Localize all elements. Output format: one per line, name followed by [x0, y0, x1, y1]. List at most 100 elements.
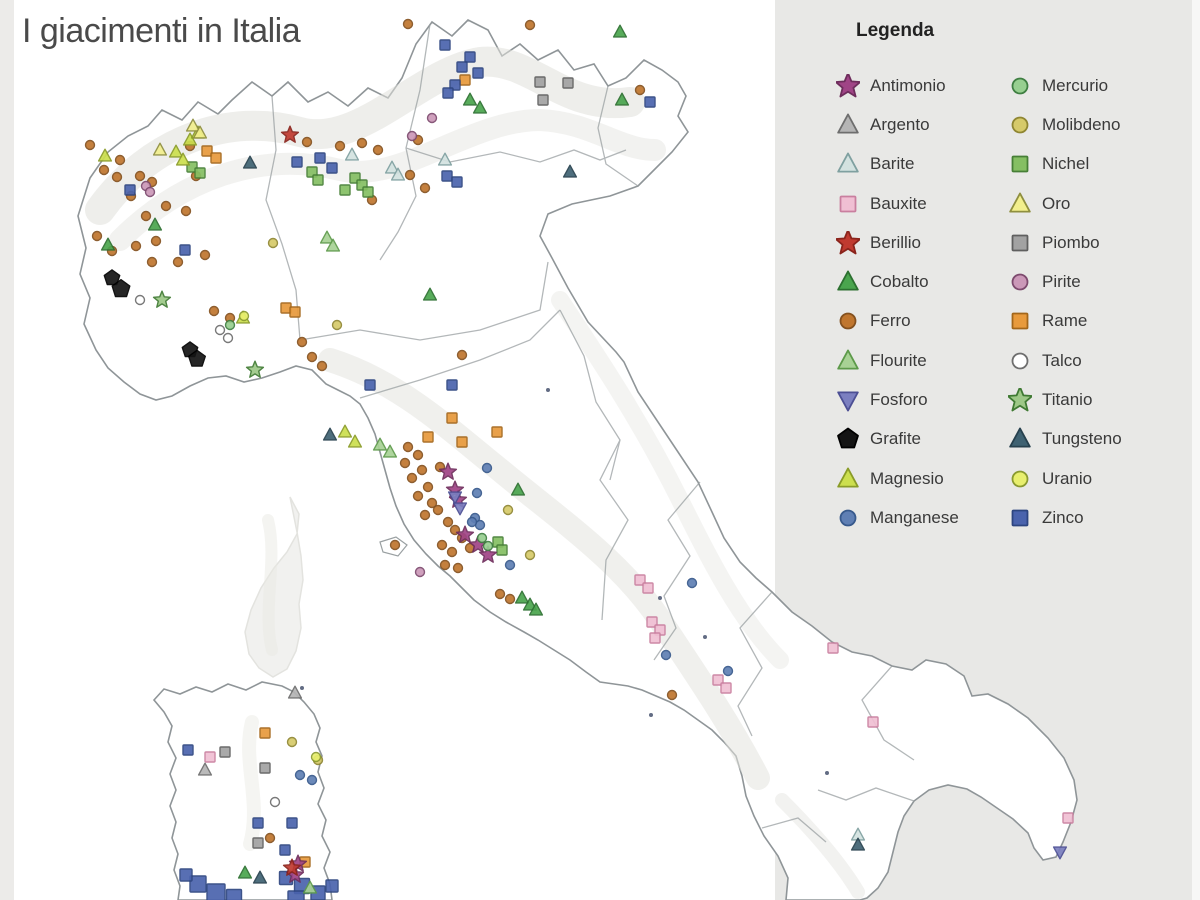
marker-fosforo	[447, 491, 463, 505]
marker-uranio	[310, 751, 322, 763]
marker-cobalto	[514, 590, 530, 604]
marker-zinco	[464, 51, 476, 63]
marker-zinco	[451, 176, 463, 188]
cobalto-marker-icon	[837, 270, 859, 291]
tungsteno-marker-icon	[1009, 427, 1031, 448]
flourite-marker-icon	[837, 349, 859, 370]
marker-berillio	[282, 858, 302, 876]
marker-nichel	[194, 167, 206, 179]
marker-molibdeno	[331, 319, 343, 331]
marker-magnesio	[168, 144, 184, 158]
marker-manganese	[722, 665, 734, 677]
marker-ferro	[130, 240, 142, 252]
marker-zinco	[472, 67, 484, 79]
marker-ferro	[389, 539, 401, 551]
marker-ferro	[91, 230, 103, 242]
legend-label: Zinco	[1042, 507, 1084, 527]
legend-label: Piombo	[1042, 232, 1100, 252]
antimonio-marker-icon	[836, 73, 860, 98]
marker-antimonio	[478, 545, 498, 563]
legend-label: Talco	[1042, 350, 1082, 370]
marker-ferro	[306, 351, 318, 363]
marker-berillio	[280, 125, 300, 143]
marker-ferro	[114, 154, 126, 166]
marker-argento	[197, 762, 213, 776]
legend-label: Mercurio	[1042, 75, 1109, 95]
legend-label: Flourite	[870, 350, 927, 370]
marker-antimonio	[438, 462, 458, 480]
legend-item-antimonio: Antimonio	[836, 66, 1008, 105]
marker-tungsteno	[242, 155, 258, 169]
marker-cobalto	[100, 237, 116, 251]
legend: Legenda Antimonio Argento Barite Bauxite Ber…	[836, 14, 1180, 538]
uranio-marker-icon	[1011, 470, 1029, 488]
marker-fosforo	[452, 502, 468, 516]
page-left-margin	[0, 0, 14, 900]
marker-tungsteno	[252, 870, 268, 884]
marker-mercurio	[482, 540, 494, 552]
marker-zinco	[179, 244, 191, 256]
marker-piombo	[252, 837, 264, 849]
marker-ferro	[456, 349, 468, 361]
marker-molibdeno	[267, 237, 279, 249]
marker-flourite	[372, 437, 388, 451]
marker-rame	[422, 431, 434, 443]
legend-label: Bauxite	[870, 193, 927, 213]
marker-piombo	[562, 77, 574, 89]
marker-zinco	[456, 61, 468, 73]
marker-antimonio	[455, 525, 475, 543]
marker-ferro	[296, 336, 308, 348]
marker-ferro	[446, 546, 458, 558]
oro-marker-icon	[1009, 192, 1031, 213]
marker-titanio	[152, 290, 172, 308]
marker-bauxite	[827, 642, 839, 654]
legend-item-magnesio: Magnesio	[836, 459, 1008, 498]
marker-ferro	[439, 559, 451, 571]
legend-item-cobalto: Cobalto	[836, 262, 1008, 301]
legend-grid: Antimonio Argento Barite Bauxite Berillio Cob…	[836, 66, 1180, 538]
marker-pirite	[426, 112, 438, 124]
marker-ferro	[98, 164, 110, 176]
legend-item-rame: Rame	[1008, 302, 1180, 341]
marker-bauxite	[204, 751, 216, 763]
marker-ferro	[111, 171, 123, 183]
legend-item-pirite: Pirite	[1008, 262, 1180, 301]
marker-ferro	[150, 235, 162, 247]
mercurio-marker-icon	[1011, 77, 1029, 95]
legend-item-flourite: Flourite	[836, 341, 1008, 380]
marker-rame	[201, 145, 213, 157]
marker-zinco	[442, 87, 454, 99]
marker-bauxite	[712, 674, 724, 686]
marker-magnesio	[182, 132, 198, 146]
marker-manganese	[481, 462, 493, 474]
legend-item-oro: Oro	[1008, 184, 1180, 223]
marker-ferro	[494, 588, 506, 600]
marker-ferro	[416, 464, 428, 476]
marker-manganese	[294, 769, 306, 781]
marker-rame	[459, 74, 471, 86]
marker-tungsteno	[850, 837, 866, 851]
legend-label: Rame	[1042, 311, 1088, 331]
marker-zinco	[644, 96, 656, 108]
legend-item-barite: Barite	[836, 145, 1008, 184]
marker-ferro	[426, 497, 438, 509]
marker-grafite	[111, 279, 131, 298]
marker-cobalto	[612, 24, 628, 38]
marker-manganese	[466, 516, 478, 528]
marker-molibdeno	[524, 549, 536, 561]
legend-item-ferro: Ferro	[836, 302, 1008, 341]
marker-piombo	[259, 762, 271, 774]
marker-ferro	[372, 144, 384, 156]
marker-zinco	[286, 817, 298, 829]
marker-argento	[287, 685, 303, 699]
marker-ferro	[399, 457, 411, 469]
marker-piombo	[219, 746, 231, 758]
marker-zinco	[189, 875, 207, 893]
marker-zinco	[446, 379, 458, 391]
marker-zinco	[279, 844, 291, 856]
marker-zinco	[225, 888, 243, 900]
berillio-marker-icon	[836, 230, 860, 255]
legend-label: Fosforo	[870, 390, 928, 410]
marker-dot	[546, 388, 550, 392]
marker-ferro	[356, 137, 368, 149]
